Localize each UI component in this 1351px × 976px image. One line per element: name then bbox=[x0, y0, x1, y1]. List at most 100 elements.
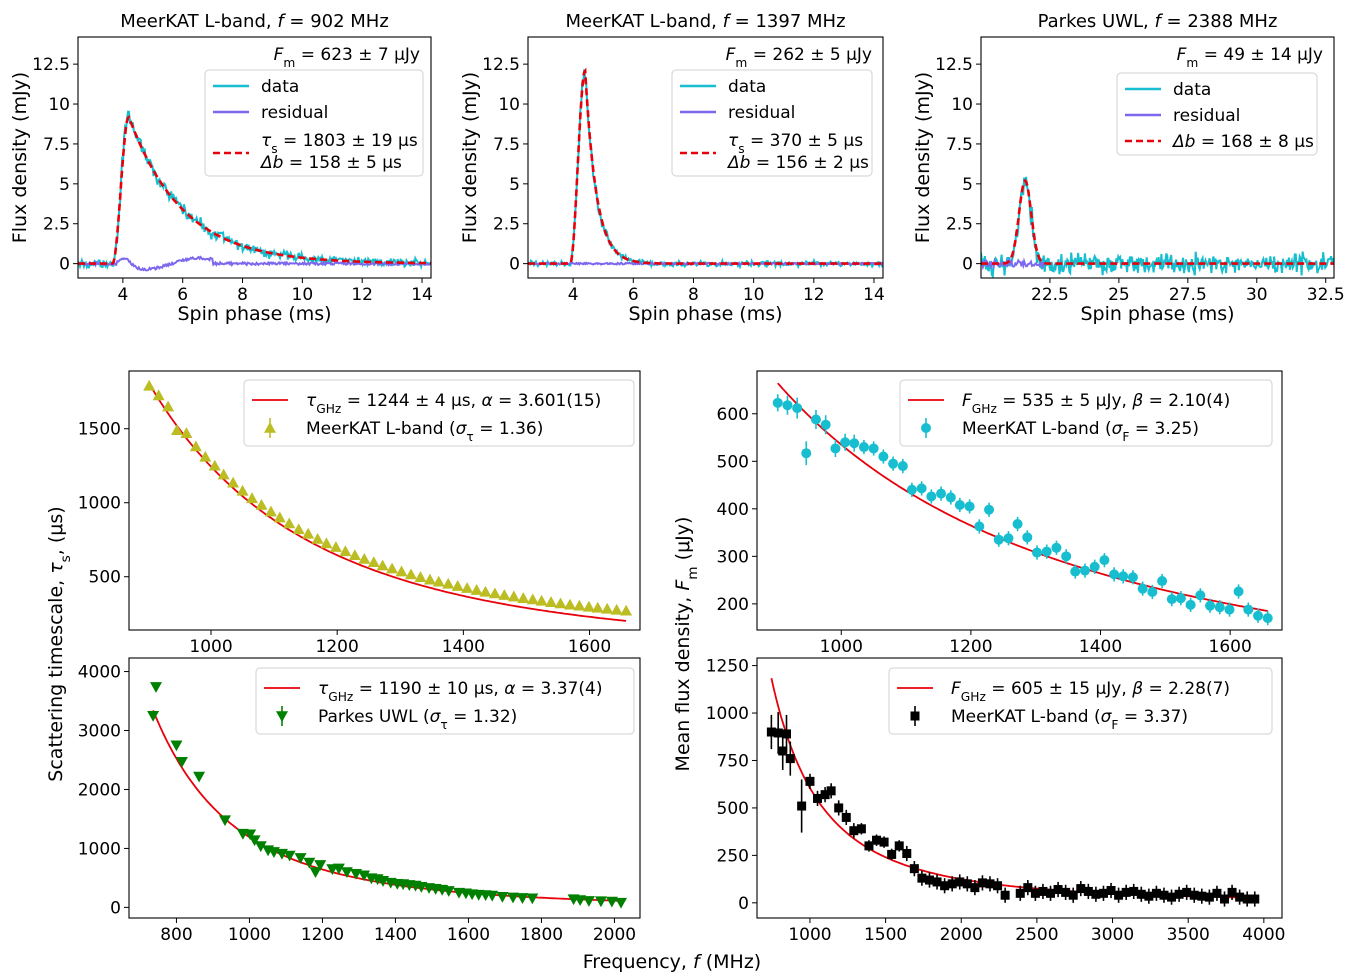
label-segment: GHz bbox=[328, 690, 353, 704]
data-point bbox=[936, 488, 947, 499]
label-segment: = 1244 ± 4 μs, bbox=[341, 391, 481, 411]
data-point bbox=[442, 577, 455, 589]
profile_1397-annotation: Fm = 262 ± 5 μJy bbox=[726, 45, 872, 70]
label-segment: f bbox=[277, 11, 286, 32]
fit-line bbox=[152, 709, 622, 902]
x-tick-label: 1400 bbox=[374, 925, 417, 945]
data-point bbox=[470, 584, 483, 595]
y-tick-label: 7.5 bbox=[43, 135, 70, 155]
data-point bbox=[766, 727, 776, 737]
data-point bbox=[314, 860, 327, 871]
x-tick-label: 1500 bbox=[864, 925, 907, 945]
x-tick-label: 10 bbox=[743, 285, 765, 305]
data-point bbox=[974, 521, 985, 532]
data-point bbox=[1061, 551, 1072, 562]
label-segment: = 3.37) bbox=[1118, 707, 1188, 727]
data-point bbox=[461, 582, 474, 593]
data-point bbox=[170, 424, 183, 435]
flux_meerkat-series bbox=[772, 382, 1273, 626]
label-segment: = 168 ± 8 μs bbox=[1195, 132, 1314, 152]
legend-box bbox=[255, 667, 635, 735]
data-point bbox=[264, 422, 276, 433]
data-point bbox=[1235, 892, 1245, 902]
data-point bbox=[993, 534, 1004, 545]
data-point bbox=[1106, 885, 1116, 895]
data-point bbox=[236, 484, 249, 496]
data-point bbox=[1189, 890, 1199, 900]
data-point bbox=[778, 746, 788, 756]
label-segment: Spin phase (ms) bbox=[628, 303, 782, 325]
label-segment: = 1803 ± 19 μs bbox=[278, 131, 418, 151]
label-segment: = 2388 MHz bbox=[1161, 11, 1278, 32]
data-point bbox=[1030, 888, 1040, 898]
y-tick-label: 4000 bbox=[78, 663, 121, 683]
label-segment: Parkes UWL ( bbox=[318, 707, 430, 727]
data-point bbox=[1012, 519, 1023, 530]
data-point bbox=[830, 443, 841, 454]
data-point bbox=[916, 483, 927, 494]
data-point bbox=[1079, 565, 1090, 576]
label-segment: τ bbox=[318, 679, 329, 699]
data-point bbox=[924, 875, 934, 885]
label-segment: τ bbox=[306, 391, 317, 411]
data-point bbox=[574, 895, 587, 907]
data-point bbox=[849, 438, 860, 449]
profile_902-axes: 4 6 8 10 12 14 0 2.5 5 7.5 10 12.5 bbox=[32, 36, 433, 305]
data-point bbox=[1118, 571, 1129, 582]
legend-label: FGHz = 605 ± 15 μJy, β = 2.28(7) bbox=[951, 679, 1230, 704]
label-segment: = 3.37(4) bbox=[515, 679, 602, 699]
legend-box bbox=[671, 69, 873, 177]
data-point bbox=[813, 793, 823, 803]
data-point bbox=[227, 476, 240, 488]
data-point bbox=[283, 517, 296, 529]
data-point bbox=[1121, 887, 1131, 897]
label-segment: = 1.36) bbox=[474, 419, 544, 439]
label-segment: m bbox=[735, 56, 747, 70]
profile_1397-axes: 4 6 8 10 12 14 0 2.5 5 7.5 10 12.5 bbox=[482, 36, 885, 305]
data-point bbox=[820, 790, 830, 800]
data-point bbox=[1227, 887, 1237, 897]
y-tick-label: 0 bbox=[110, 898, 121, 918]
legend-label: Δb = 168 ± 8 μs bbox=[1171, 132, 1314, 152]
data-point bbox=[193, 771, 206, 783]
data-point bbox=[162, 400, 175, 412]
data-point bbox=[1233, 586, 1244, 597]
legend-label: residual bbox=[1173, 106, 1240, 126]
label-segment: σ bbox=[430, 707, 442, 727]
x-tick-label: 6 bbox=[177, 285, 188, 305]
data-point bbox=[591, 601, 604, 613]
data-point bbox=[888, 458, 899, 469]
data-point bbox=[442, 886, 455, 897]
label-segment: = 2.28(7) bbox=[1143, 679, 1230, 699]
label-segment: = 535 ± 5 μJy, bbox=[997, 391, 1132, 411]
data-point bbox=[283, 850, 296, 862]
label-segment: τ bbox=[466, 430, 473, 444]
label-segment: α bbox=[481, 391, 492, 411]
data-point bbox=[199, 450, 212, 462]
label-segment: Δb bbox=[259, 153, 283, 173]
data-point bbox=[303, 857, 316, 869]
data-point bbox=[940, 881, 950, 891]
profile_2388-title: Parkes UWL, f = 2388 MHz bbox=[1038, 11, 1278, 32]
data-point bbox=[414, 571, 427, 582]
data-point bbox=[563, 598, 576, 610]
data-point bbox=[858, 442, 869, 453]
data-point bbox=[594, 896, 607, 908]
data-point bbox=[1136, 889, 1146, 899]
label-segment: s bbox=[738, 142, 744, 156]
data-point bbox=[805, 776, 815, 786]
label-segment: σ bbox=[1101, 707, 1113, 727]
legend-box bbox=[899, 379, 1273, 447]
label-segment: Spin phase (ms) bbox=[1080, 303, 1234, 325]
x-tick-label: 800 bbox=[160, 925, 192, 945]
label-segment: MeerKAT L-band ( bbox=[951, 707, 1101, 727]
data-point bbox=[872, 835, 882, 845]
figure-ylabel-right: Mean flux density, Fm (μJy) bbox=[672, 517, 701, 772]
y-tick-label: 600 bbox=[717, 405, 749, 425]
label-segment: MeerKAT L-band ( bbox=[306, 419, 456, 439]
label-segment: = 2.10(4) bbox=[1143, 391, 1230, 411]
profile_2388-legend: data residual Δb = 168 ± 8 μs bbox=[1116, 72, 1318, 156]
y-tick-label: 1000 bbox=[78, 494, 121, 514]
data-point bbox=[1099, 555, 1110, 566]
profile_902-ylabel: Flux density (mJy) bbox=[9, 72, 31, 243]
